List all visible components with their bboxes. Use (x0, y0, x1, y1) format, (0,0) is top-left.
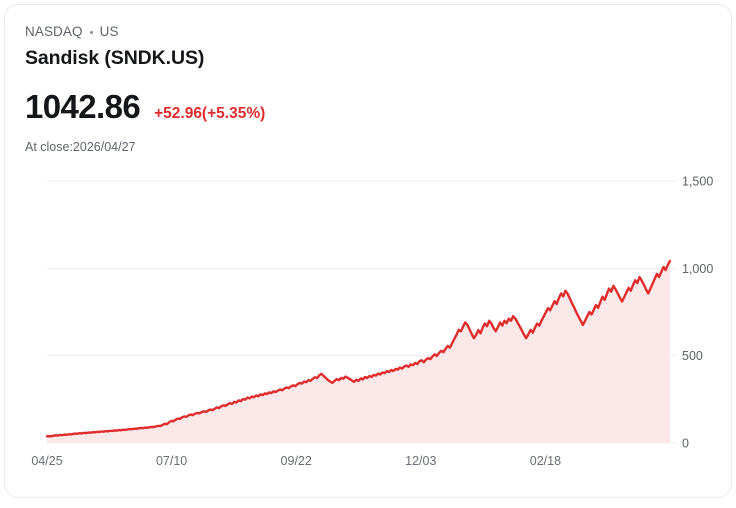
xtick-label-1: 07/10 (156, 454, 187, 468)
ytick-label-0: 0 (682, 437, 689, 451)
current-price: 1042.86 (25, 88, 141, 125)
ytick-label-2: 1,000 (682, 262, 713, 276)
ytick-label-3: 1,500 (682, 175, 713, 189)
chart-line (45, 259, 672, 438)
price-row: 1042.86 +52.96(+5.35%) (25, 88, 711, 126)
xtick-label-0: 04/25 (31, 454, 62, 468)
xtick-label-4: 02/18 (530, 454, 561, 468)
page-title: Sandisk (SNDK.US) (25, 47, 205, 69)
close-timestamp: At close:2026/04/27 (25, 140, 136, 154)
exchange-name: NASDAQ (25, 24, 83, 39)
ytick-label-1: 500 (682, 349, 703, 363)
price-chart[interactable]: 0 500 1,000 1,500 04/25 07/10 09/22 12/03 02/18 (5, 165, 732, 485)
xtick-label-3: 12/03 (405, 454, 436, 468)
quote-header: NASDAQ US Sandisk (SNDK.US) 1042.86 +52.… (25, 23, 711, 155)
separator-dot-icon (89, 30, 93, 34)
region-label: US (99, 24, 119, 39)
stock-quote-card: NASDAQ US Sandisk (SNDK.US) 1042.86 +52.… (4, 4, 732, 498)
chart-area-fill (47, 261, 670, 443)
price-change: +52.96(+5.35%) (154, 105, 266, 122)
price-chart-svg[interactable]: 0 500 1,000 1,500 04/25 07/10 09/22 12/03 02/18 (5, 165, 732, 485)
exchange-row: NASDAQ US (25, 23, 711, 41)
xtick-label-2: 09/22 (281, 454, 312, 468)
